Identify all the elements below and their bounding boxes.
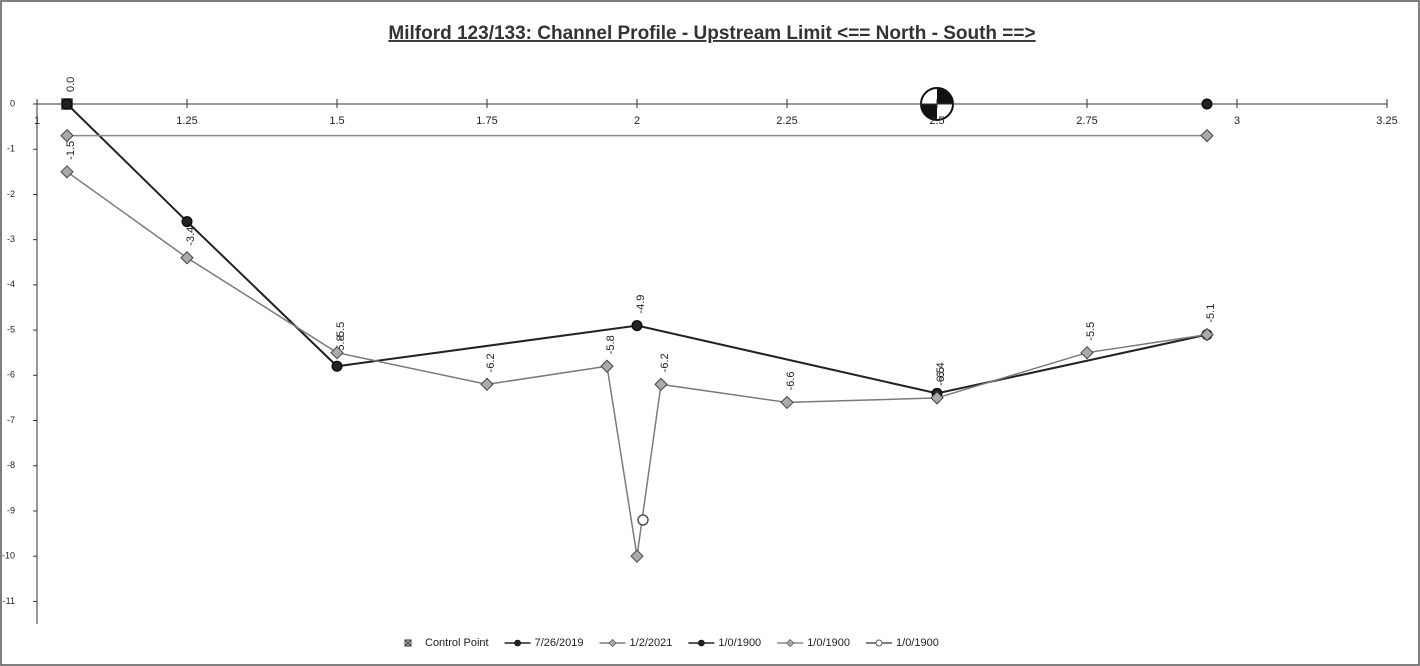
data-label: -5.1 xyxy=(1205,304,1217,323)
y-tick-label: -5 xyxy=(7,324,15,334)
legend-marker xyxy=(404,639,412,647)
x-tick-label: 1.5 xyxy=(329,115,344,127)
data-point xyxy=(181,216,193,228)
data-point xyxy=(60,165,74,179)
data-point xyxy=(637,514,649,526)
legend-label: 1/2/2021 xyxy=(630,637,673,649)
data-point xyxy=(180,251,194,265)
data-point xyxy=(630,549,644,563)
x-tick-label: 3.25 xyxy=(1376,115,1397,127)
y-tick-label: -6 xyxy=(7,370,15,380)
y-tick-label: -10 xyxy=(2,551,15,561)
legend-marker xyxy=(786,638,795,648)
y-tick-label: -8 xyxy=(7,460,15,470)
legend-label: 1/0/1900 xyxy=(896,637,939,649)
data-point xyxy=(600,359,614,373)
x-tick-label: 1 xyxy=(34,115,40,127)
data-point xyxy=(1080,345,1094,360)
x-tick-label: 2.5 xyxy=(929,115,944,127)
data-label: -3.4 xyxy=(185,227,197,246)
legend-marker xyxy=(514,639,521,647)
y-tick-label: -4 xyxy=(7,279,15,289)
data-point xyxy=(330,345,344,360)
x-tick-label: 2 xyxy=(634,115,640,127)
x-tick-label: 2.75 xyxy=(1076,115,1097,127)
legend-marker xyxy=(875,639,883,647)
data-label: -5.5 xyxy=(335,322,347,341)
data-label: -6.4 xyxy=(935,362,947,381)
data-label: 0.0 xyxy=(65,77,77,92)
y-tick-label: -9 xyxy=(7,505,15,515)
legend-marker xyxy=(698,639,705,647)
data-point xyxy=(1200,327,1214,342)
data-label: -5.8 xyxy=(605,335,617,354)
x-tick-label: 2.25 xyxy=(776,115,797,127)
data-label: -5.5 xyxy=(1085,322,1097,341)
chart-title: Milford 123/133: Channel Profile - Upstr… xyxy=(388,23,1035,44)
y-tick-label: 0 xyxy=(10,98,15,108)
data-label: -6.2 xyxy=(485,353,497,372)
y-tick-label: -11 xyxy=(3,596,15,606)
legend-label: 1/0/1900 xyxy=(718,637,761,649)
legend-label: Control Point xyxy=(425,637,489,649)
legend-label: 1/0/1900 xyxy=(807,637,850,649)
y-tick-label: -3 xyxy=(7,234,15,244)
data-point xyxy=(480,377,494,392)
data-point xyxy=(930,391,944,405)
data-point xyxy=(61,98,73,110)
data-point xyxy=(1201,98,1213,110)
data-label: -6.5 xyxy=(935,367,947,386)
data-point xyxy=(331,360,343,372)
data-point xyxy=(631,320,643,332)
data-label: -6.2 xyxy=(659,353,671,372)
data-label: -6.6 xyxy=(785,371,797,390)
data-point xyxy=(780,395,794,410)
data-label: -4.9 xyxy=(635,295,647,314)
data-point xyxy=(60,128,74,143)
y-tick-label: -2 xyxy=(7,189,15,199)
x-tick-label: 3 xyxy=(1234,115,1240,127)
legend-label: 7/26/2019 xyxy=(535,637,584,649)
legend-marker xyxy=(608,638,617,648)
y-tick-label: -7 xyxy=(7,415,15,425)
x-tick-label: 1.75 xyxy=(476,115,497,127)
x-tick-label: 1.25 xyxy=(176,115,197,127)
data-label: -1.5 xyxy=(65,141,77,160)
y-tick-label: -1 xyxy=(7,144,15,154)
data-point xyxy=(1200,128,1214,143)
data-point xyxy=(654,377,668,392)
